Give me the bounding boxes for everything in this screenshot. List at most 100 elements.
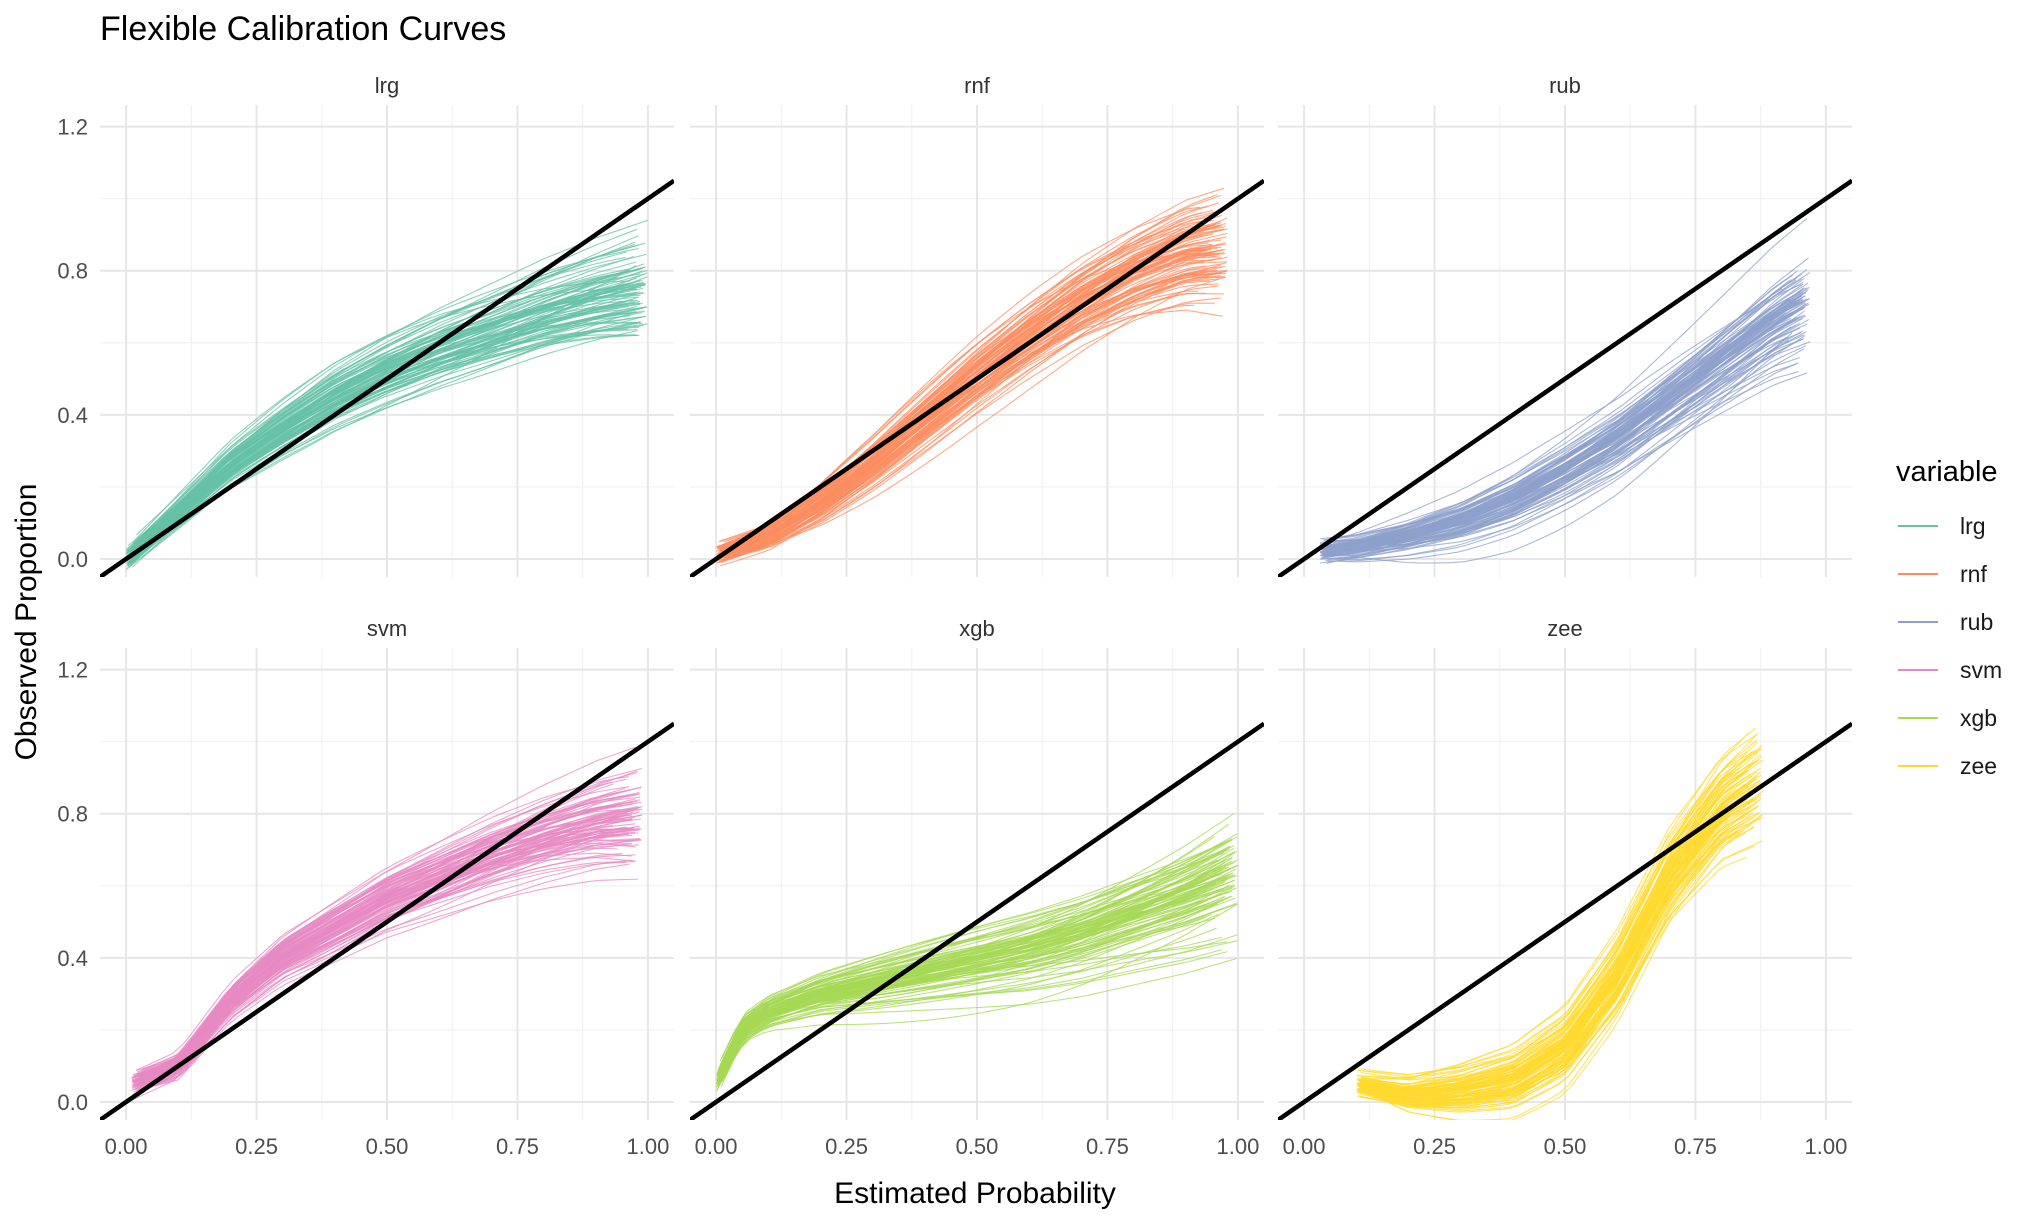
calibration-curve-rub	[1322, 300, 1797, 555]
calibration-curve-rnf	[716, 219, 1209, 558]
calibration-curve-svm	[136, 827, 628, 1092]
calibration-curve-zee	[1359, 802, 1737, 1109]
calibration-curve-lrg	[130, 322, 643, 557]
calibration-curve-rnf	[719, 249, 1212, 552]
y-tick-label: 0.4	[57, 403, 88, 428]
calibration-curve-xgb	[720, 833, 1238, 1073]
calibration-curve-rub	[1327, 300, 1801, 551]
x-tick-label: 0.50	[366, 1134, 409, 1159]
calibration-curve-rub	[1323, 332, 1793, 564]
panel-xgb: xgb 0.00 0.25 0.50 0.75 1.00	[690, 616, 1264, 1159]
calibration-curve-rub	[1320, 299, 1804, 549]
calibration-curve-rub	[1320, 302, 1806, 546]
strip-label-xgb: xgb	[959, 616, 994, 641]
calibration-curve-lrg	[131, 306, 647, 562]
calibration-curve-lrg	[126, 289, 619, 554]
calibration-curve-rnf	[719, 187, 1225, 557]
legend-label-rub: rub	[1960, 609, 1993, 635]
calibration-curve-lrg	[127, 282, 630, 552]
panel-svm: svm 0.0 0.4 0.8 1.2 0.00 0.25 0.50 0.75 1.00	[57, 616, 674, 1159]
calibration-curve-xgb	[723, 849, 1227, 1061]
calibration-curve-rub	[1322, 303, 1797, 555]
x-tick-label: 0.00	[695, 1134, 738, 1159]
calibration-curve-svm	[131, 806, 612, 1082]
calibration-curve-lrg	[125, 302, 641, 554]
calibration-curve-xgb	[721, 840, 1229, 1059]
x-tick-label: 0.75	[1086, 1134, 1129, 1159]
calibration-curve-rub	[1320, 269, 1808, 550]
y-axis-label: Observed Proportion	[10, 484, 43, 761]
strip-label-svm: svm	[367, 616, 407, 641]
calibration-curve-zee	[1361, 748, 1763, 1092]
calibration-curve-lrg	[130, 305, 637, 550]
calibration-curve-xgb	[717, 897, 1236, 1086]
calibration-curve-svm	[131, 746, 636, 1078]
calibration-curve-lrg	[129, 293, 638, 555]
y-tick-label: 0.0	[57, 547, 88, 572]
calibration-curve-lrg	[136, 294, 641, 541]
calibration-curve-rnf	[720, 220, 1221, 554]
legend-item-rnf: rnf	[1898, 561, 1987, 587]
calibration-curve-rnf	[721, 292, 1206, 558]
x-tick-label: 0.25	[235, 1134, 278, 1159]
legend-title: variable	[1896, 456, 1998, 488]
curves-xgb	[715, 813, 1239, 1092]
calibration-curve-rub	[1325, 277, 1798, 546]
calibration-curve-svm	[134, 878, 638, 1090]
curves-rub	[1319, 218, 1811, 564]
calibration-curve-rub	[1326, 337, 1787, 548]
calibration-curve-xgb	[723, 864, 1238, 1075]
panel-zee: zee 0.00 0.25 0.50 0.75 1.00	[1278, 616, 1852, 1159]
calibration-curve-zee	[1359, 749, 1757, 1080]
calibration-curve-svm	[131, 832, 639, 1087]
calibration-curve-lrg	[126, 277, 637, 550]
legend-item-xgb: xgb	[1898, 705, 1997, 731]
calibration-curve-svm	[136, 819, 632, 1089]
calibration-curve-lrg	[129, 282, 634, 554]
x-tick-label: 0.50	[1544, 1134, 1587, 1159]
calibration-curve-rub	[1329, 348, 1805, 552]
calibration-curve-xgb	[717, 850, 1238, 1075]
x-tick-label: 0.25	[1413, 1134, 1456, 1159]
calibration-curve-zee	[1357, 815, 1751, 1106]
x-tick-label: 0.00	[105, 1134, 148, 1159]
calibration-curve-rub	[1324, 288, 1783, 552]
curves-svm	[131, 746, 643, 1100]
calibration-curve-xgb	[721, 903, 1208, 1078]
calibration-curve-rub	[1322, 298, 1810, 547]
calibration-curve-zee	[1357, 798, 1762, 1100]
legend-item-rub: rub	[1898, 609, 1993, 635]
calibration-curve-rnf	[724, 265, 1226, 559]
curves-rnf	[715, 187, 1228, 567]
calibration-curve-svm	[135, 829, 640, 1078]
calibration-curve-rub	[1324, 294, 1802, 556]
calibration-curve-xgb	[716, 877, 1227, 1082]
calibration-curve-zee	[1364, 816, 1764, 1098]
reference-line-lrg	[100, 178, 674, 577]
calibration-curve-rub	[1323, 283, 1802, 544]
legend-label-lrg: lrg	[1960, 513, 1986, 539]
calibration-curve-xgb	[718, 874, 1236, 1081]
y-tick-label: 0.4	[57, 946, 88, 971]
calibration-curve-zee	[1364, 727, 1757, 1085]
calibration-curve-lrg	[125, 219, 648, 561]
calibration-curve-lrg	[126, 292, 645, 554]
curves-zee	[1356, 727, 1764, 1120]
calibration-curve-rub	[1327, 301, 1799, 549]
calibration-curve-zee	[1360, 760, 1734, 1089]
calibration-curve-zee	[1357, 814, 1761, 1113]
reference-line-rub	[1278, 178, 1852, 577]
strip-label-lrg: lrg	[375, 73, 399, 98]
y-tick-label: 0.8	[57, 802, 88, 827]
strip-label-zee: zee	[1547, 616, 1582, 641]
calibration-curve-lrg	[136, 235, 639, 547]
calibration-curve-xgb	[718, 934, 1238, 1083]
calibration-curve-rub	[1325, 297, 1794, 550]
calibration-curve-lrg	[128, 279, 643, 558]
legend: variable lrg rnf rub svm xgb zee	[1896, 456, 2002, 779]
calibration-curve-svm	[133, 818, 633, 1093]
reference-line-zee	[1278, 721, 1852, 1120]
legend-label-zee: zee	[1960, 753, 1997, 779]
calibration-curve-xgb	[722, 927, 1217, 1077]
